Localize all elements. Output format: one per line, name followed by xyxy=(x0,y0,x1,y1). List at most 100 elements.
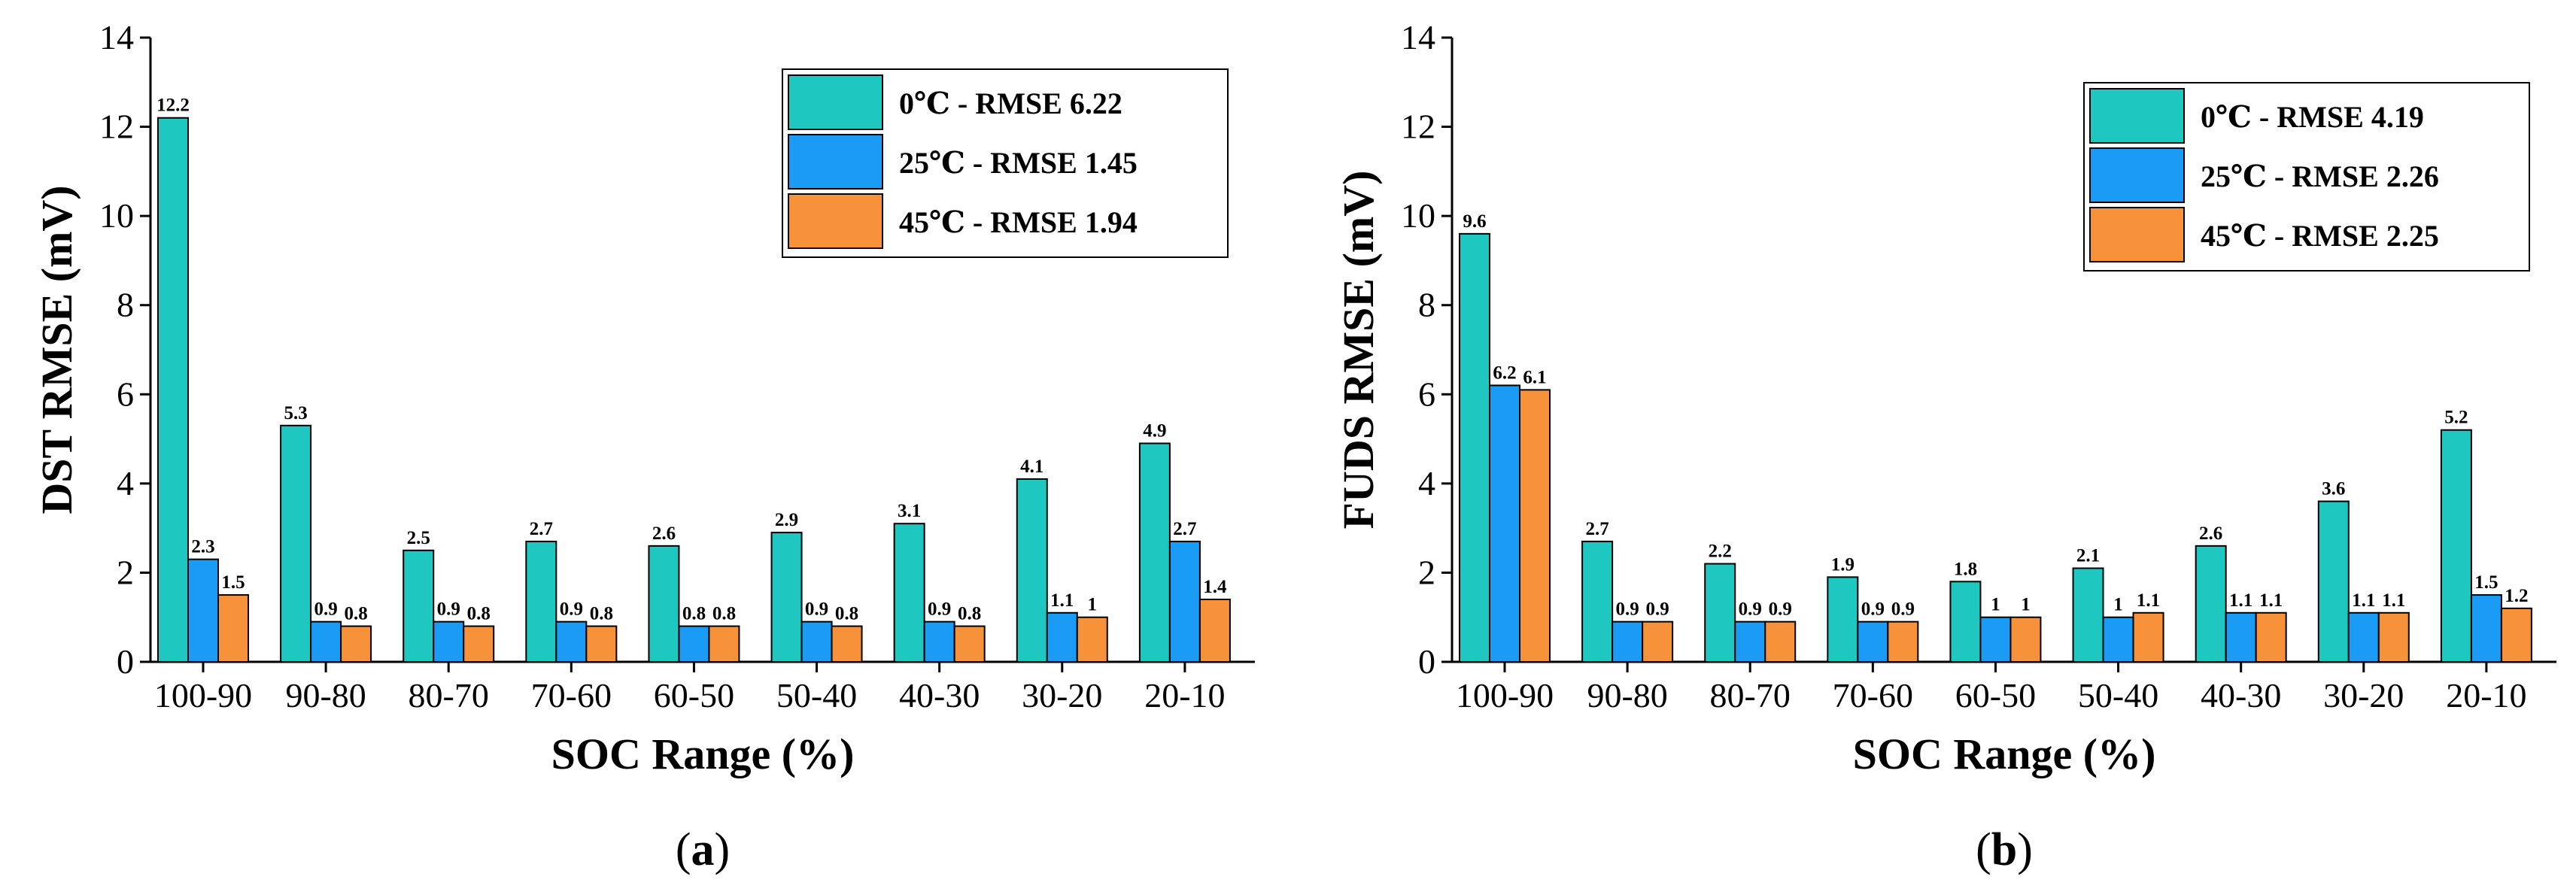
bar-series-1 xyxy=(1489,384,1520,663)
legend: 0℃ - RMSE 6.22 25℃ - RMSE 1.45 45℃ - RMSE … xyxy=(782,68,1229,258)
bar-series-2 xyxy=(1198,599,1231,663)
legend-label-1: 25℃ - RMSE 1.45 xyxy=(899,146,1138,180)
y-tick-label: 8 xyxy=(117,286,134,324)
data-label: 0.9 xyxy=(1891,599,1915,620)
bar-series-2 xyxy=(1887,620,1919,663)
data-label: 0.8 xyxy=(590,604,613,624)
y-tick-label: 2 xyxy=(1418,553,1435,591)
data-label: 1.1 xyxy=(2352,590,2375,611)
y-tick-label: 12 xyxy=(99,108,134,146)
legend-swatch-0 xyxy=(2089,88,2185,144)
panel-caption: (b) xyxy=(1976,824,2033,875)
bar-series-0 xyxy=(1138,442,1171,663)
data-label: 1.1 xyxy=(1050,590,1074,611)
bar-series-1 xyxy=(433,620,465,663)
legend-swatch-2 xyxy=(788,193,883,249)
caption-open-paren: ( xyxy=(1976,824,1991,875)
bar-series-2 xyxy=(217,594,249,663)
x-tick-label: 20-10 xyxy=(1144,676,1225,714)
data-label: 2.7 xyxy=(1585,519,1608,539)
caption-close-paren: ) xyxy=(2017,824,2033,875)
data-label: 2.5 xyxy=(407,528,430,548)
bar-series-2 xyxy=(2377,611,2410,663)
data-label: 0.8 xyxy=(958,604,981,624)
data-label: 1.1 xyxy=(2229,590,2252,611)
x-tick-label: 70-60 xyxy=(1833,676,1913,714)
bar-series-2 xyxy=(1642,620,1674,663)
bar-series-1 xyxy=(310,620,342,663)
x-tick-label: 30-20 xyxy=(1022,676,1102,714)
x-tick-label: 90-80 xyxy=(1587,676,1667,714)
bar-series-1 xyxy=(2102,616,2134,663)
y-tick-label: 14 xyxy=(1401,18,1435,56)
bar-series-1 xyxy=(1734,620,1766,663)
x-tick-label: 50-40 xyxy=(2078,676,2158,714)
data-label: 1 xyxy=(1991,595,2000,615)
data-label: 0.9 xyxy=(1769,599,1792,620)
legend-label-1: 25℃ - RMSE 2.26 xyxy=(2201,159,2439,193)
legend-label-0: 0℃ - RMSE 4.19 xyxy=(2201,100,2424,134)
legend-swatch-1 xyxy=(2089,147,2185,203)
bar-series-2 xyxy=(953,625,986,663)
bar-series-2 xyxy=(463,625,495,663)
data-label: 0.8 xyxy=(682,604,706,624)
y-tick-label: 6 xyxy=(1418,375,1435,413)
bar-series-2 xyxy=(2009,616,2042,663)
bar-series-0 xyxy=(402,549,435,663)
bar-series-0 xyxy=(648,545,680,663)
data-label: 1 xyxy=(2021,595,2031,615)
data-label: 0.9 xyxy=(314,599,337,620)
legend-label-2: 45℃ - RMSE 1.94 xyxy=(899,205,1138,239)
y-tick-label: 8 xyxy=(1418,286,1435,324)
caption-open-paren: ( xyxy=(676,824,691,875)
bar-series-1 xyxy=(1168,540,1201,663)
bar-series-1 xyxy=(1612,620,1644,663)
bar-series-1 xyxy=(1857,620,1889,663)
bar-series-0 xyxy=(1581,540,1614,663)
bar-series-0 xyxy=(280,424,312,663)
bar-series-0 xyxy=(2317,500,2350,663)
y-tick-label: 6 xyxy=(117,375,134,413)
bar-series-1 xyxy=(1979,616,2012,663)
legend-label-2: 45℃ - RMSE 2.25 xyxy=(2201,219,2439,253)
x-axis-title: SOC Range (%) xyxy=(1853,730,2156,778)
legend-swatch-1 xyxy=(788,134,883,190)
bar-series-0 xyxy=(1704,563,1736,663)
bar-series-0 xyxy=(157,117,189,663)
y-axis-title: FUDS RMSE (mV) xyxy=(1334,171,1383,529)
bar-series-0 xyxy=(1016,478,1048,663)
chart-panel-a: 0 2 4 6 8 10 12 14 100-90 12.2 2.3 1.5 90-80 5.3 0.9 0.… xyxy=(32,18,1255,875)
data-label: 2.3 xyxy=(191,537,214,557)
legend-swatch-0 xyxy=(788,74,883,130)
data-label: 3.6 xyxy=(2322,479,2345,499)
data-label: 2.1 xyxy=(2076,546,2100,566)
data-label: 0.9 xyxy=(437,599,460,620)
y-tick-label: 0 xyxy=(117,642,134,681)
bar-series-1 xyxy=(187,558,219,663)
legend-swatch-2 xyxy=(2089,207,2185,262)
y-tick-label: 4 xyxy=(117,464,134,502)
bar-series-1 xyxy=(1046,611,1078,663)
x-tick-label: 70-60 xyxy=(531,676,612,714)
data-label: 9.6 xyxy=(1463,211,1486,232)
legend: 0℃ - RMSE 4.19 25℃ - RMSE 2.26 45℃ - RMSE … xyxy=(2083,82,2530,272)
data-label: 0.9 xyxy=(560,599,583,620)
data-label: 12.2 xyxy=(156,96,190,116)
x-tick-label: 40-30 xyxy=(899,676,980,714)
x-tick-label: 20-10 xyxy=(2446,676,2526,714)
data-label: 4.1 xyxy=(1020,457,1043,477)
caption-letter: a xyxy=(691,824,715,875)
y-tick-label: 10 xyxy=(99,196,134,235)
y-tick-label: 10 xyxy=(1401,196,1435,235)
data-label: 2.6 xyxy=(2199,523,2222,544)
caption-close-paren: ) xyxy=(715,824,731,875)
bar-series-1 xyxy=(2470,594,2502,663)
x-axis-title: SOC Range (%) xyxy=(551,730,855,778)
data-label: 1.1 xyxy=(2259,590,2283,611)
bar-series-2 xyxy=(340,625,372,663)
data-label: 5.3 xyxy=(284,403,307,423)
y-tick-label: 0 xyxy=(1418,642,1435,681)
data-label: 1.5 xyxy=(221,572,245,593)
data-label: 6.2 xyxy=(1493,363,1516,383)
